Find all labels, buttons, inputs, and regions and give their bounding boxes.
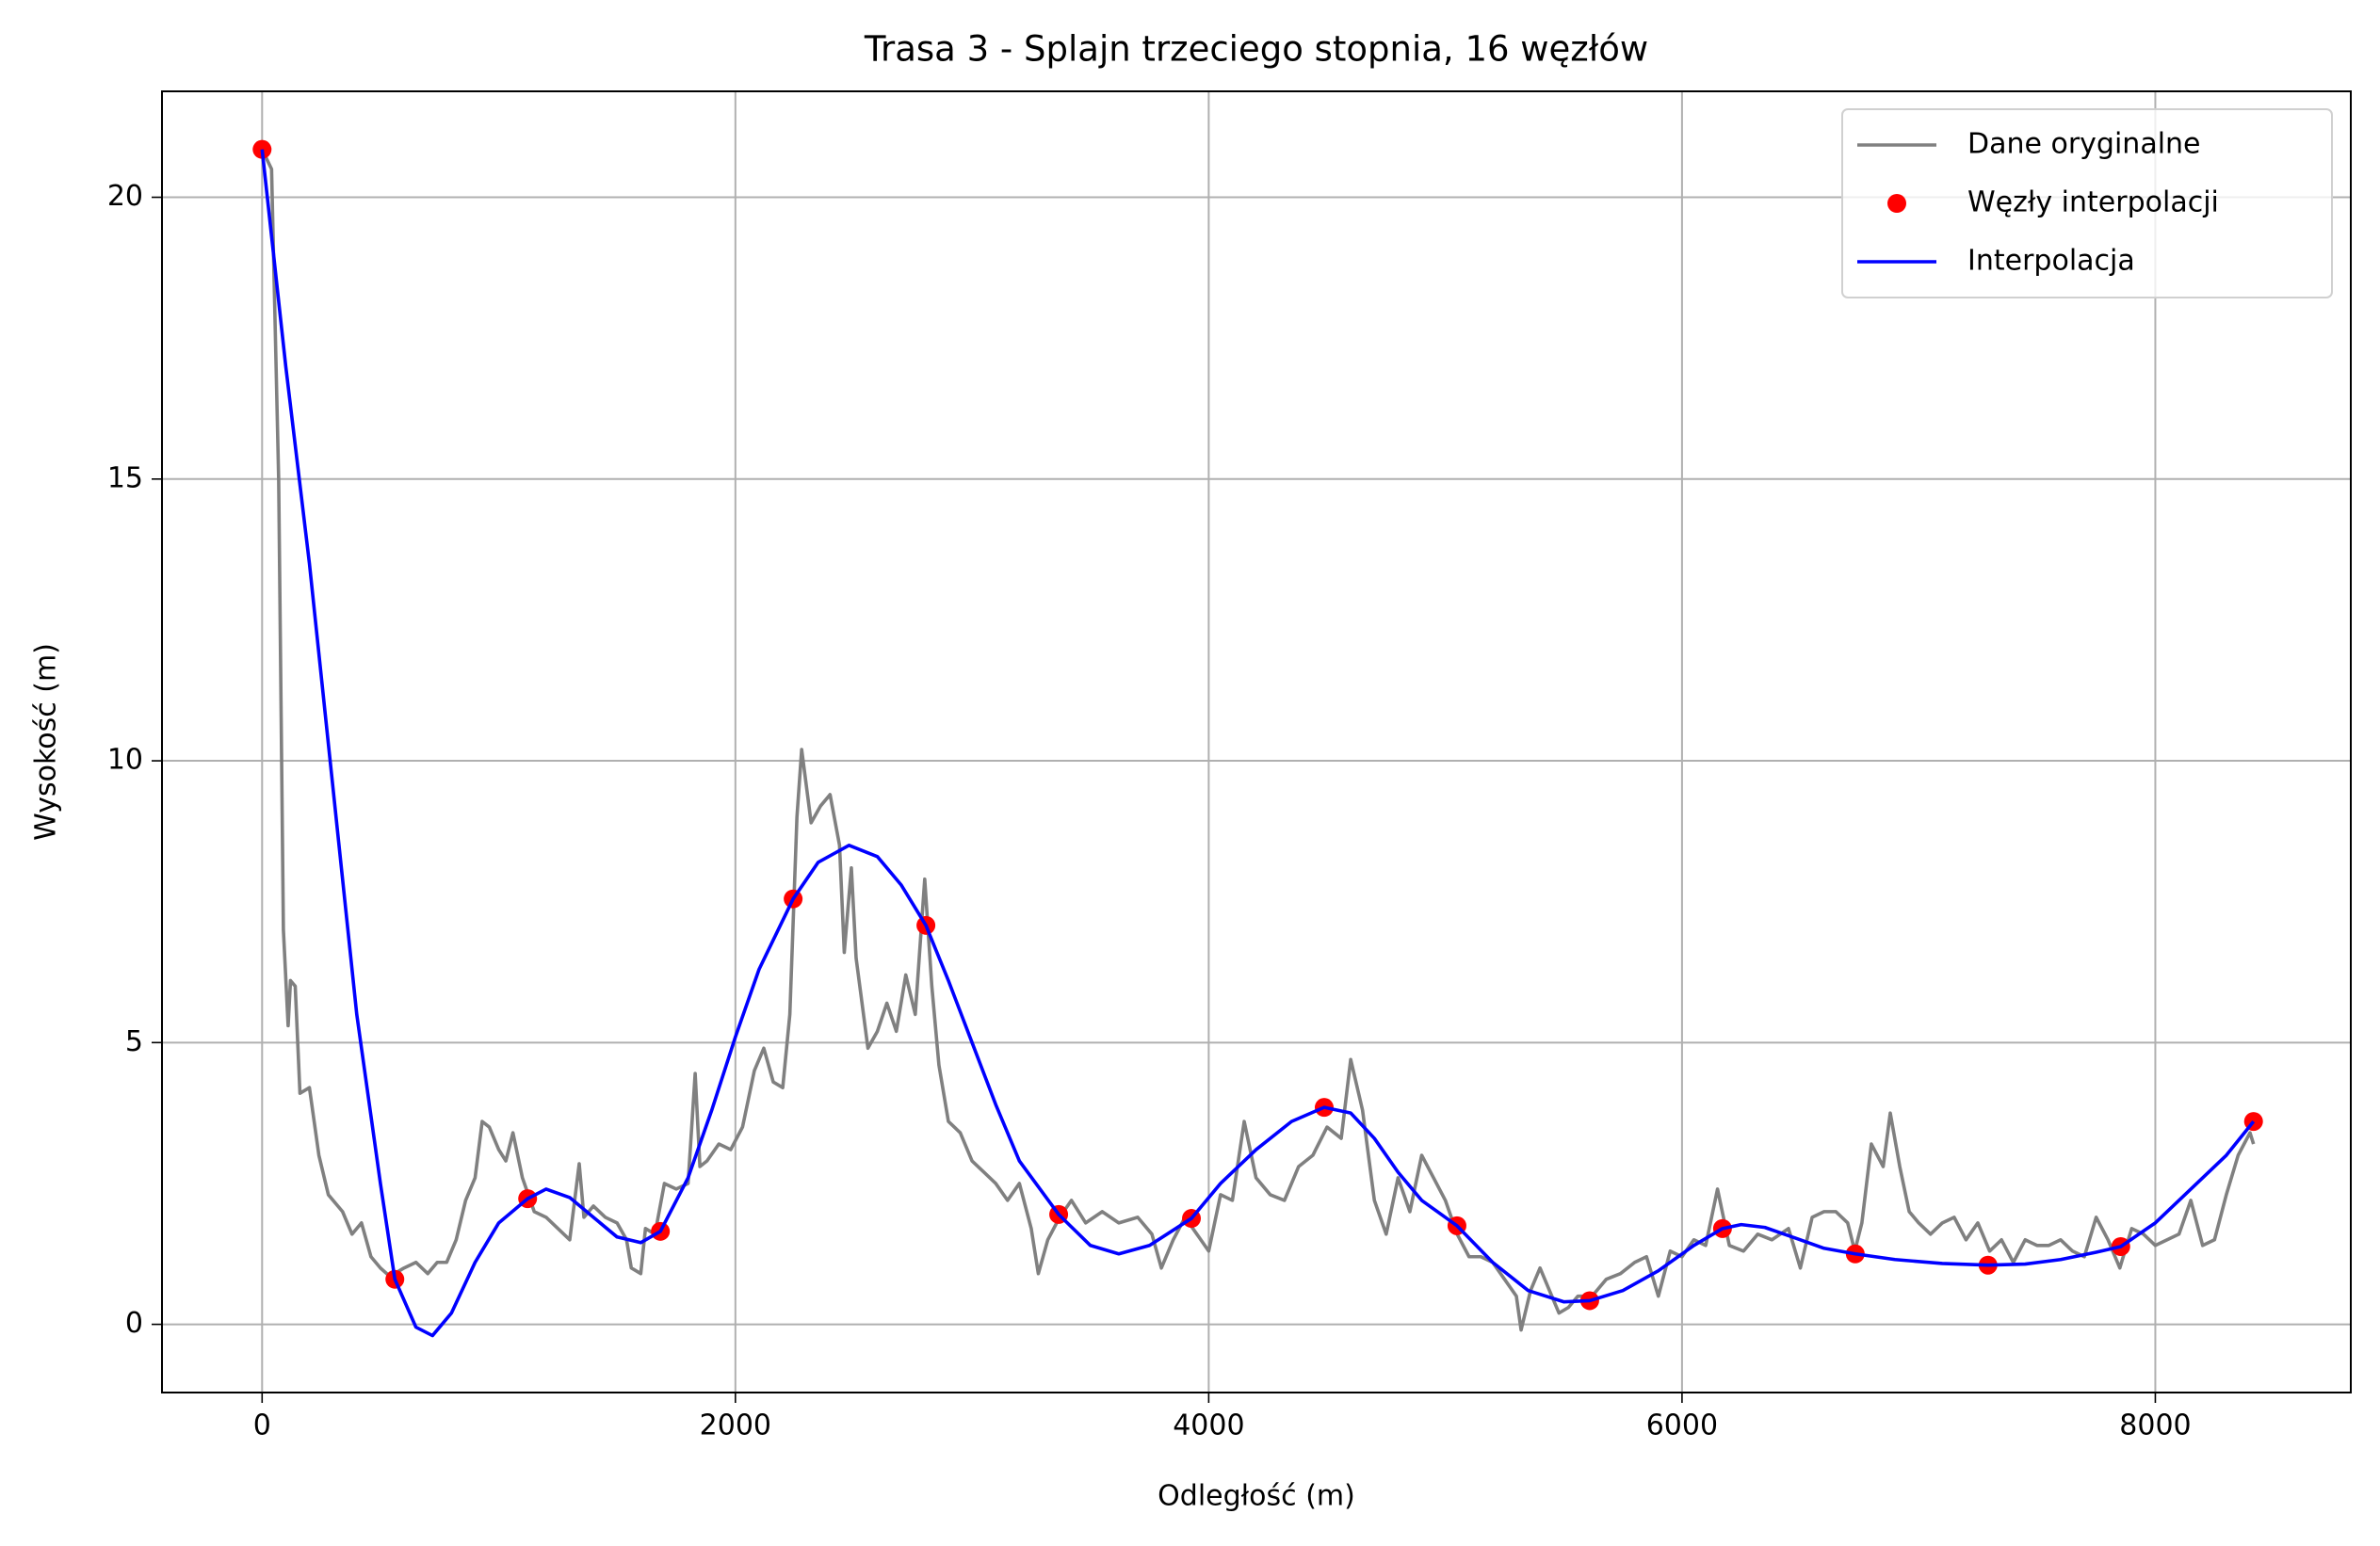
axes-frame (161, 90, 2352, 1393)
y-tick-label: 5 (125, 1025, 143, 1058)
legend-label: Węzły interpolacji (1967, 186, 2219, 219)
x-tick-label: 6000 (1646, 1409, 1718, 1442)
data-line (260, 149, 2256, 1338)
x-tick-label: 0 (253, 1409, 271, 1442)
chart-title: Trasa 3 - Splajn trzeciego stopnia, 16 w… (864, 29, 1648, 70)
legend-label: Interpolacja (1967, 245, 2135, 278)
y-tick-label: 10 (107, 744, 143, 777)
x-tick-label: 2000 (700, 1409, 771, 1442)
y-tick-label: 20 (107, 180, 143, 213)
node-marker (252, 139, 272, 159)
legend-box (1841, 108, 2333, 298)
y-tick-label: 15 (107, 461, 143, 494)
legend-marker (1887, 194, 1906, 213)
y-axis-label: Wysokość (m) (30, 643, 63, 841)
x-axis-label: Odległość (m) (1158, 1480, 1355, 1513)
data-line (260, 148, 2256, 1332)
legend-label: Dane oryginalne (1967, 128, 2201, 161)
x-tick-label: 8000 (2119, 1409, 2191, 1442)
x-tick-label: 4000 (1173, 1409, 1244, 1442)
y-tick-label: 0 (125, 1307, 143, 1340)
